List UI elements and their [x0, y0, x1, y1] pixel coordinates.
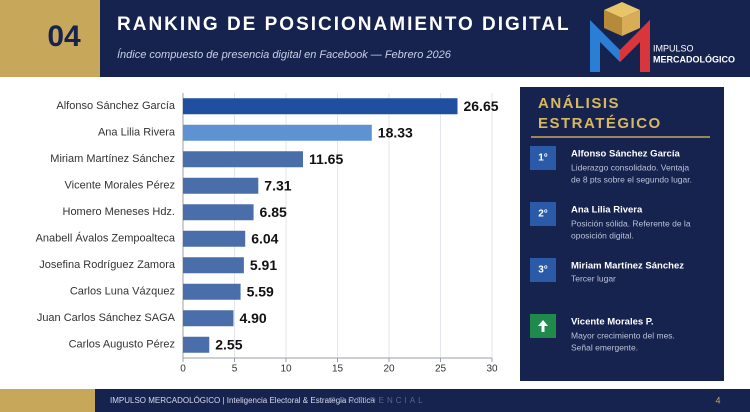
item-note: Mayor crecimiento del mes. [571, 330, 675, 340]
item-note: Tercer lugar [571, 273, 616, 283]
y-tick-label: Homero Meneses Hdz. [63, 206, 176, 218]
rank-badge [530, 258, 556, 282]
bar [183, 310, 234, 327]
y-tick-label: Juan Carlos Sánchez SAGA [37, 312, 176, 324]
value-label: 2.55 [215, 336, 242, 352]
bar [183, 98, 458, 115]
y-tick-label: Ana Lilia Rivera [98, 127, 176, 139]
panel-items: 1° Alfonso Sánchez García Liderazgo consol… [530, 146, 692, 352]
y-tick-label: Miriam Martínez Sánchez [50, 153, 175, 165]
number-block [0, 0, 100, 77]
y-tick-label: Josefina Rodríguez Zamora [39, 259, 176, 271]
value-label: 5.91 [250, 257, 277, 273]
page-number: 4 [715, 395, 720, 405]
item-name: Miriam Martínez Sánchez [571, 261, 684, 272]
value-label: 6.04 [251, 230, 278, 246]
value-label: 5.59 [247, 283, 274, 299]
footer-text: IMPULSO MERCADOLÓGICO | Inteligencia Ele… [110, 396, 375, 405]
y-tick-label: Anabell Ávalos Zempoalteca [36, 232, 176, 245]
bar [183, 257, 244, 274]
item-note: Posición sólida. Referente de la [571, 218, 691, 228]
logo-text: MERCADOLÓGICO [653, 53, 735, 64]
up-arrow-icon [538, 320, 548, 332]
bar [183, 336, 210, 353]
y-tick-label: Carlos Luna Vázquez [70, 286, 175, 298]
item-name: Vicente Morales P. [571, 317, 654, 328]
item-note: de 8 pts sobre el segundo lugar. [571, 174, 692, 184]
footer-accent [0, 389, 95, 412]
panel-title: ANÁLISIS [538, 95, 620, 112]
y-tick-label: Vicente Morales Pérez [65, 180, 175, 192]
y-tick-label: Alfonso Sánchez García [56, 100, 176, 112]
bar-chart: 0 5 10 15 20 25 30 Alfonso Sánchez García 26.65 A… [36, 93, 499, 375]
rank-label: 3° [538, 265, 548, 276]
slide-number: 04 [47, 20, 81, 53]
logo-text: IMPULSO [653, 43, 694, 53]
bar [183, 151, 303, 168]
item-name: Ana Lilia Rivera [571, 205, 643, 216]
subtitle: Índice compuesto de presencia digital en… [117, 48, 452, 61]
value-label: 18.33 [378, 124, 413, 140]
value-label: 11.65 [309, 151, 343, 167]
value-label: 26.65 [463, 98, 498, 114]
logo-m-right [620, 20, 650, 72]
x-tick-label: 10 [280, 364, 292, 375]
bar [183, 204, 254, 221]
rank-badge [530, 202, 556, 226]
value-label: 6.85 [260, 204, 287, 220]
x-tick-label: 25 [435, 364, 447, 375]
rank-label: 1° [538, 153, 548, 164]
y-tick-label: Carlos Augusto Pérez [69, 339, 175, 351]
item-name: Alfonso Sánchez García [571, 149, 680, 160]
value-label: 7.31 [264, 177, 291, 193]
bar [183, 124, 372, 141]
value-label: 4.90 [239, 310, 266, 326]
bar [183, 283, 241, 300]
panel-title: ESTRATÉGICO [538, 115, 662, 132]
logo-cube [622, 10, 640, 36]
logo-cube [604, 10, 622, 36]
footer-band [0, 389, 750, 412]
title: RANKING DE POSICIONAMIENTO DIGITAL [117, 14, 571, 35]
x-tick-label: 5 [232, 364, 238, 375]
x-tick-label: 15 [332, 364, 344, 375]
footer-watermark: CONFIDENCIAL [330, 396, 426, 405]
logo: IMPULSO MERCADOLÓGICO [590, 2, 735, 72]
bar [183, 177, 259, 194]
rank-badge [530, 146, 556, 170]
item-note: oposición digital. [571, 230, 634, 240]
bar [183, 230, 246, 247]
item-note: Liderazgo consolidado. Ventaja [571, 162, 689, 172]
x-tick-label: 0 [180, 364, 186, 375]
rank-label: 2° [538, 209, 548, 220]
item-note: Señal emergente. [571, 342, 638, 352]
x-tick-label: 20 [383, 364, 395, 375]
x-tick-label: 30 [486, 364, 498, 375]
